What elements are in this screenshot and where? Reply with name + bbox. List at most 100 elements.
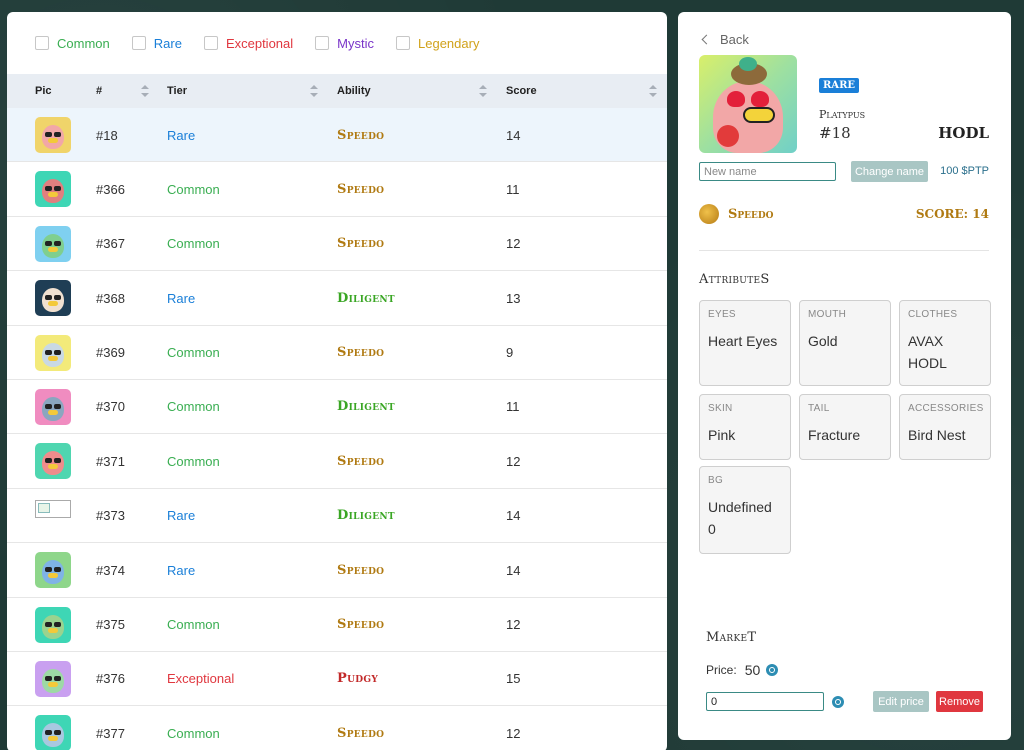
tokens-list-panel: Common Rare Exceptional Mystic Legendary Pic…: [7, 12, 667, 750]
cell-pic: [35, 108, 71, 162]
token-detail-panel: Back RARE Platypus #18 HODL Change name …: [678, 12, 1011, 740]
column-header-number-label: #: [96, 85, 103, 97]
broken-image-icon: [35, 499, 71, 518]
attribute-value: Gold: [808, 333, 838, 349]
avatar-beak: [48, 355, 58, 361]
cell-ability: Speedo: [337, 453, 385, 469]
filter-checkbox[interactable]: [35, 36, 49, 50]
chevron-left-icon: [701, 34, 712, 45]
tier-badge: RARE: [819, 78, 860, 93]
ptp-token-icon: [766, 664, 779, 676]
filter-legendary[interactable]: Legendary: [396, 36, 479, 51]
filter-exceptional[interactable]: Exceptional: [203, 36, 293, 51]
platypus-avatar: [35, 552, 71, 589]
price-input[interactable]: [706, 692, 824, 711]
column-header-ability[interactable]: Ability: [337, 74, 497, 108]
filter-checkbox[interactable]: [315, 36, 330, 50]
cell-ability: Pudgy: [337, 671, 379, 687]
table-row[interactable]: #369 Common Speedo 9: [7, 326, 667, 380]
platypus-avatar: [35, 388, 71, 425]
table-row[interactable]: #374 Rare Speedo 14: [7, 543, 667, 598]
filter-checkbox[interactable]: [203, 36, 218, 50]
cell-pic: [35, 598, 71, 652]
species-label: Platypus: [819, 108, 866, 121]
ptp-token-icon: [832, 696, 844, 708]
avatar-eye: [45, 132, 52, 137]
back-button[interactable]: Back: [700, 32, 749, 47]
avatar-eye: [45, 295, 52, 301]
sort-icon[interactable]: [141, 85, 149, 97]
table-row[interactable]: #376 Exceptional Pudgy 15: [7, 652, 667, 707]
cell-number: #373: [96, 508, 125, 524]
table-row[interactable]: #371 Common Speedo 12: [7, 434, 667, 489]
cell-tier: Common: [167, 399, 220, 415]
platypus-avatar: [35, 715, 71, 750]
filter-rare[interactable]: Rare: [131, 36, 182, 51]
column-header-number[interactable]: #: [96, 74, 156, 108]
filter-common[interactable]: Common: [35, 36, 110, 51]
avatar-face: [42, 614, 64, 639]
price-line: Price: 50: [706, 662, 779, 678]
column-header-tier[interactable]: Tier: [167, 74, 327, 108]
cell-tier: Common: [167, 345, 220, 361]
table-row[interactable]: #377 Common Speedo 12: [7, 706, 667, 750]
cell-score: 14: [506, 562, 521, 578]
table-row[interactable]: #375 Common Speedo 12: [7, 598, 667, 652]
cell-pic: [35, 652, 71, 706]
cell-pic: [35, 380, 71, 434]
table-row[interactable]: #368 Rare Diligent 13: [7, 271, 667, 326]
avatar-face: [42, 125, 64, 149]
table-row[interactable]: #18 Rare Speedo 14: [7, 108, 667, 163]
column-header-score[interactable]: Score: [506, 74, 660, 108]
cell-number: #368: [96, 290, 125, 306]
tier-filters: Common Rare Exceptional Mystic Legendary: [7, 12, 667, 74]
cell-tier: Common: [167, 725, 220, 741]
cell-number: #369: [96, 345, 125, 361]
avatar-eye: [45, 675, 52, 681]
cell-ability: Speedo: [337, 236, 385, 252]
cell-tier: Rare: [167, 508, 196, 524]
attribute-label: ACCESSORIES: [908, 403, 984, 414]
cell-number: #374: [96, 562, 125, 578]
edit-price-button[interactable]: Edit price: [873, 691, 929, 712]
avatar-eye: [54, 675, 61, 681]
divider: [699, 250, 989, 251]
attribute-label: CLOTHES: [908, 309, 958, 320]
cell-ability: Speedo: [337, 562, 385, 578]
filter-checkbox[interactable]: [131, 36, 146, 50]
avatar-eye: [54, 132, 61, 137]
table-row[interactable]: #370 Common Diligent 11: [7, 380, 667, 435]
filter-mystic[interactable]: Mystic: [315, 36, 374, 51]
platypus-avatar: [35, 334, 71, 371]
token-image: [699, 55, 797, 153]
platypus-avatar: [35, 117, 71, 153]
attribute-value: Undefined 0: [708, 499, 772, 537]
cell-pic: [35, 271, 71, 325]
attributes-title: AttributeS: [699, 272, 770, 287]
filter-checkbox[interactable]: [396, 36, 410, 50]
avatar-face: [42, 233, 64, 258]
table-row[interactable]: #373 Rare Diligent 14: [7, 489, 667, 544]
sort-icon[interactable]: [479, 85, 487, 97]
back-label: Back: [720, 32, 749, 47]
column-header-tier-label: Tier: [167, 85, 187, 97]
table-row[interactable]: #367 Common Speedo 12: [7, 217, 667, 272]
cell-tier: Common: [167, 236, 220, 252]
cell-ability: Diligent: [337, 290, 395, 306]
avatar-eye: [54, 295, 61, 301]
avatar-eye: [45, 349, 52, 355]
attribute-card-eyes: EYES Heart Eyes: [699, 300, 791, 386]
avatar-eye: [45, 621, 52, 627]
avatar-beak: [48, 246, 58, 252]
cell-number: #367: [96, 236, 125, 252]
sort-icon[interactable]: [310, 85, 318, 97]
market-title: MarkeT: [706, 630, 757, 645]
bird: [739, 57, 757, 71]
new-name-input[interactable]: [699, 162, 836, 181]
remove-button[interactable]: Remove: [936, 691, 983, 712]
change-name-button[interactable]: Change name: [851, 161, 928, 182]
sort-icon[interactable]: [649, 85, 657, 97]
table-row[interactable]: #366 Common Speedo 11: [7, 162, 667, 217]
cell-pic: [35, 434, 71, 488]
avatar-face: [42, 396, 64, 421]
